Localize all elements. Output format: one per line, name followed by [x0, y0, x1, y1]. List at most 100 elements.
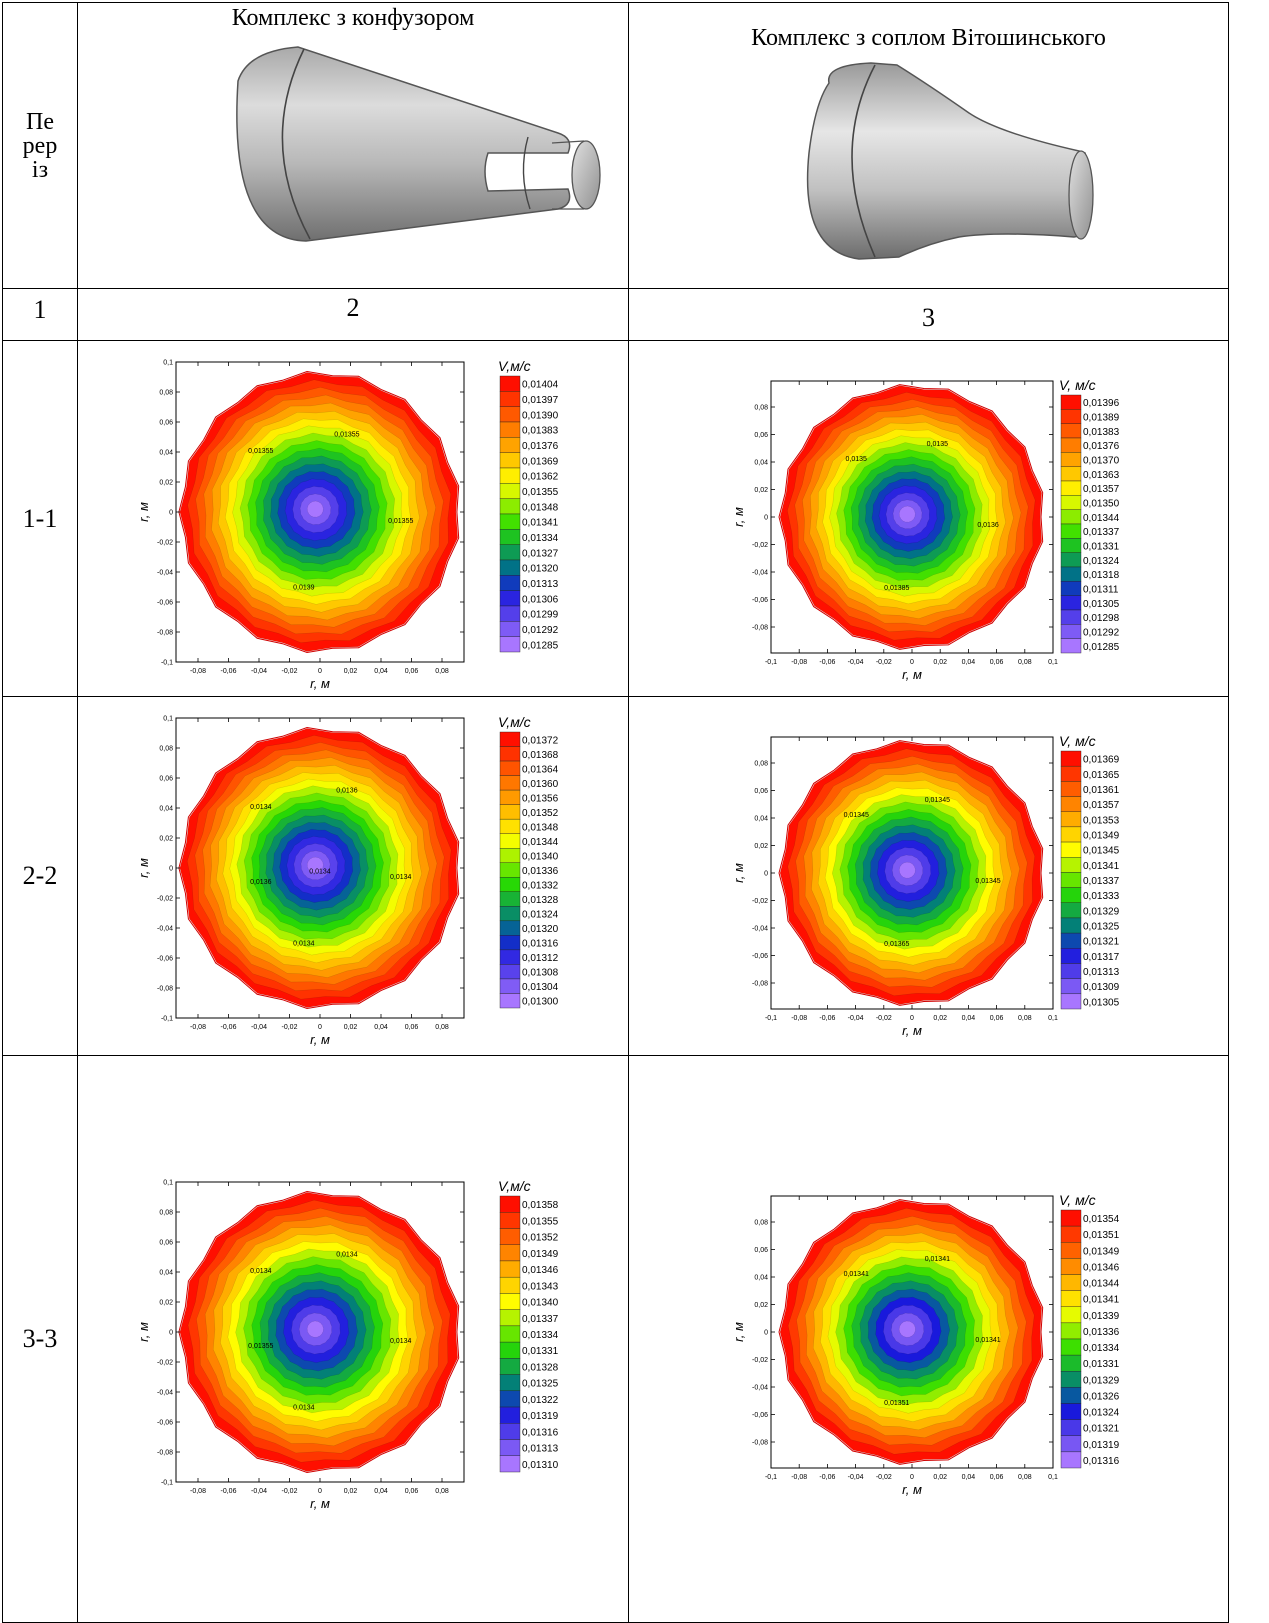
comparison-table: Пе рер із Комплекс з конфузором [2, 2, 1229, 1623]
contour-boundary [778, 1199, 1044, 1465]
colorbar-level-label: 0,01336 [522, 866, 559, 877]
x-tick-label: 0,02 [933, 659, 947, 666]
colorbar-swatch [499, 543, 521, 560]
y-tick-label: -0,08 [752, 625, 768, 632]
colorbar-swatch [1060, 581, 1082, 596]
contour-label: 0,01341 [925, 1256, 950, 1263]
colorbar-swatch [1060, 902, 1082, 919]
colorbar-level-label: 0,01331 [1083, 542, 1120, 553]
colorbar-swatch [499, 467, 521, 484]
colorbar-swatch [499, 818, 521, 834]
y-tick-label: -0,08 [157, 985, 173, 992]
colorbar-level-label: 0,01321 [1083, 937, 1120, 948]
colorbar-swatch [1060, 963, 1082, 979]
y-tick-label: 0,04 [754, 460, 768, 467]
y-axis-ticks: 0,08 0,06 0,04 0,02 0 -0,02 -0,04 -0,06 -0,08 [752, 761, 1053, 988]
colorbar-level-label: 0,01346 [1083, 1262, 1120, 1273]
x-tick-label: -0,02 [876, 1015, 892, 1022]
colorbar-swatch [499, 436, 521, 453]
colorbar-swatch [499, 774, 521, 790]
colorbar-swatch [499, 1373, 521, 1391]
column-number-1: 1 [2, 288, 78, 341]
colorbar-level-label: 0,01324 [522, 909, 559, 920]
colorbar: 0,01396 0,01389 0,01383 0,01376 0,01370 0,013… [1060, 394, 1120, 654]
y-tick-label: 0,02 [159, 1299, 173, 1306]
colorbar-swatch [499, 375, 521, 392]
x-tick-label: 0,1 [1048, 1015, 1058, 1022]
section-label-2-2: 2-2 [2, 696, 78, 1056]
y-tick-label: -0,02 [157, 1359, 173, 1366]
y-tick-label: 0,08 [159, 745, 173, 752]
colorbar-swatch [1060, 1403, 1082, 1420]
y-axis-ticks: 0,08 0,06 0,04 0,02 0 -0,02 -0,04 -0,06 -0,08 [752, 405, 1053, 632]
colorbar-swatch [499, 963, 521, 979]
confuser-title: Комплекс з конфузором [231, 5, 475, 31]
contour-label: 0,0139 [293, 584, 315, 591]
colorbar-title: V, м/с [1059, 1192, 1096, 1208]
colorbar-level-label: 0,01341 [1083, 1295, 1120, 1306]
colorbar-level-label: 0,01331 [1083, 1359, 1120, 1370]
y-tick-label: 0,08 [159, 389, 173, 396]
contour-cell-1-1-nozzle: 0,0135 0,0135 0,0136 0,01385 -0,1 -0,08 -0,06-… [628, 340, 1229, 697]
colorbar-level-label: 0,01368 [522, 749, 559, 760]
colorbar-swatch [1060, 1419, 1082, 1436]
colorbar-swatch [1060, 1338, 1082, 1356]
colorbar-swatch [1060, 566, 1082, 582]
y-axis-label: r, м [136, 1322, 151, 1342]
y-tick-label: 0,04 [159, 1269, 173, 1276]
colorbar: 0,01404 0,01397 0,01390 0,01383 0,01376 0,013… [499, 375, 559, 652]
colorbar-level-label: 0,01341 [1083, 861, 1120, 872]
colorbar-swatch [499, 978, 521, 994]
colorbar-swatch [499, 482, 521, 499]
y-axis-label: r, м [136, 502, 151, 522]
colorbar-level-label: 0,01346 [522, 1265, 559, 1276]
x-axis-label: r, м [310, 676, 330, 691]
colorbar-level-label: 0,01354 [1083, 1214, 1120, 1225]
x-axis-ticks: -0,08 -0,06 -0,04 -0,02 0 0,02 0,04 0,06 0,08 [190, 1181, 449, 1495]
colorbar-swatch [499, 620, 521, 637]
colorbar-swatch [499, 574, 521, 591]
x-tick-label: 0,08 [1018, 1474, 1032, 1481]
contour-cell-2-2-confuser: 0,0134 0,0136 0,0134 0,0134 0,0136 0,0134 -0,0… [77, 696, 629, 1056]
colorbar-swatch [1060, 538, 1082, 553]
colorbar-swatch [1060, 1387, 1082, 1404]
colorbar-level-label: 0,01321 [1083, 1424, 1120, 1435]
colorbar-swatch [1060, 841, 1082, 858]
contour-label: 0,0134 [293, 940, 315, 947]
x-axis-label: r, м [902, 1023, 922, 1038]
colorbar-level-label: 0,01333 [1083, 891, 1120, 902]
colorbar-level-label: 0,01390 [522, 410, 559, 421]
header-row: Пе рер із Комплекс з конфузором [2, 2, 1229, 289]
x-tick-label: -0,1 [765, 1015, 777, 1022]
colorbar-swatch [1060, 932, 1082, 949]
colorbar-level-label: 0,01360 [522, 778, 559, 789]
colorbar-swatch [499, 421, 521, 438]
x-tick-label: 0,04 [962, 659, 976, 666]
colorbar-swatch [499, 1244, 521, 1261]
x-tick-label: -0,04 [848, 659, 864, 666]
contour-bands [179, 371, 458, 652]
x-tick-label: 0,06 [405, 668, 419, 675]
colorbar-swatch [499, 451, 521, 468]
contour-bands [179, 1191, 458, 1472]
colorbar-level-label: 0,01345 [1083, 846, 1120, 857]
contour-bands [779, 1200, 1042, 1464]
x-tick-label: 0,02 [344, 1024, 358, 1031]
x-tick-label: -0,02 [282, 668, 298, 675]
colorbar-swatch [1060, 609, 1082, 625]
x-tick-label: -0,1 [765, 1474, 777, 1481]
colorbar-level-label: 0,01319 [522, 1411, 559, 1422]
section-row-2-2: 2-2 0,0134 0,0136 0,0134 0,0134 0,0136 0,0134… [2, 696, 1229, 1056]
colorbar-level-label: 0,01309 [1083, 982, 1120, 993]
colorbar-level-label: 0,01349 [1083, 1246, 1120, 1257]
x-tick-label: -0,08 [190, 1488, 206, 1495]
x-tick-label: 0,06 [990, 1474, 1004, 1481]
colorbar-swatch [499, 862, 521, 877]
x-tick-label: 0,02 [344, 668, 358, 675]
colorbar-level-label: 0,01355 [522, 1216, 559, 1227]
colorbar-swatch [1060, 1274, 1082, 1291]
colorbar-swatch [1060, 857, 1082, 873]
colorbar-swatch [499, 847, 521, 863]
